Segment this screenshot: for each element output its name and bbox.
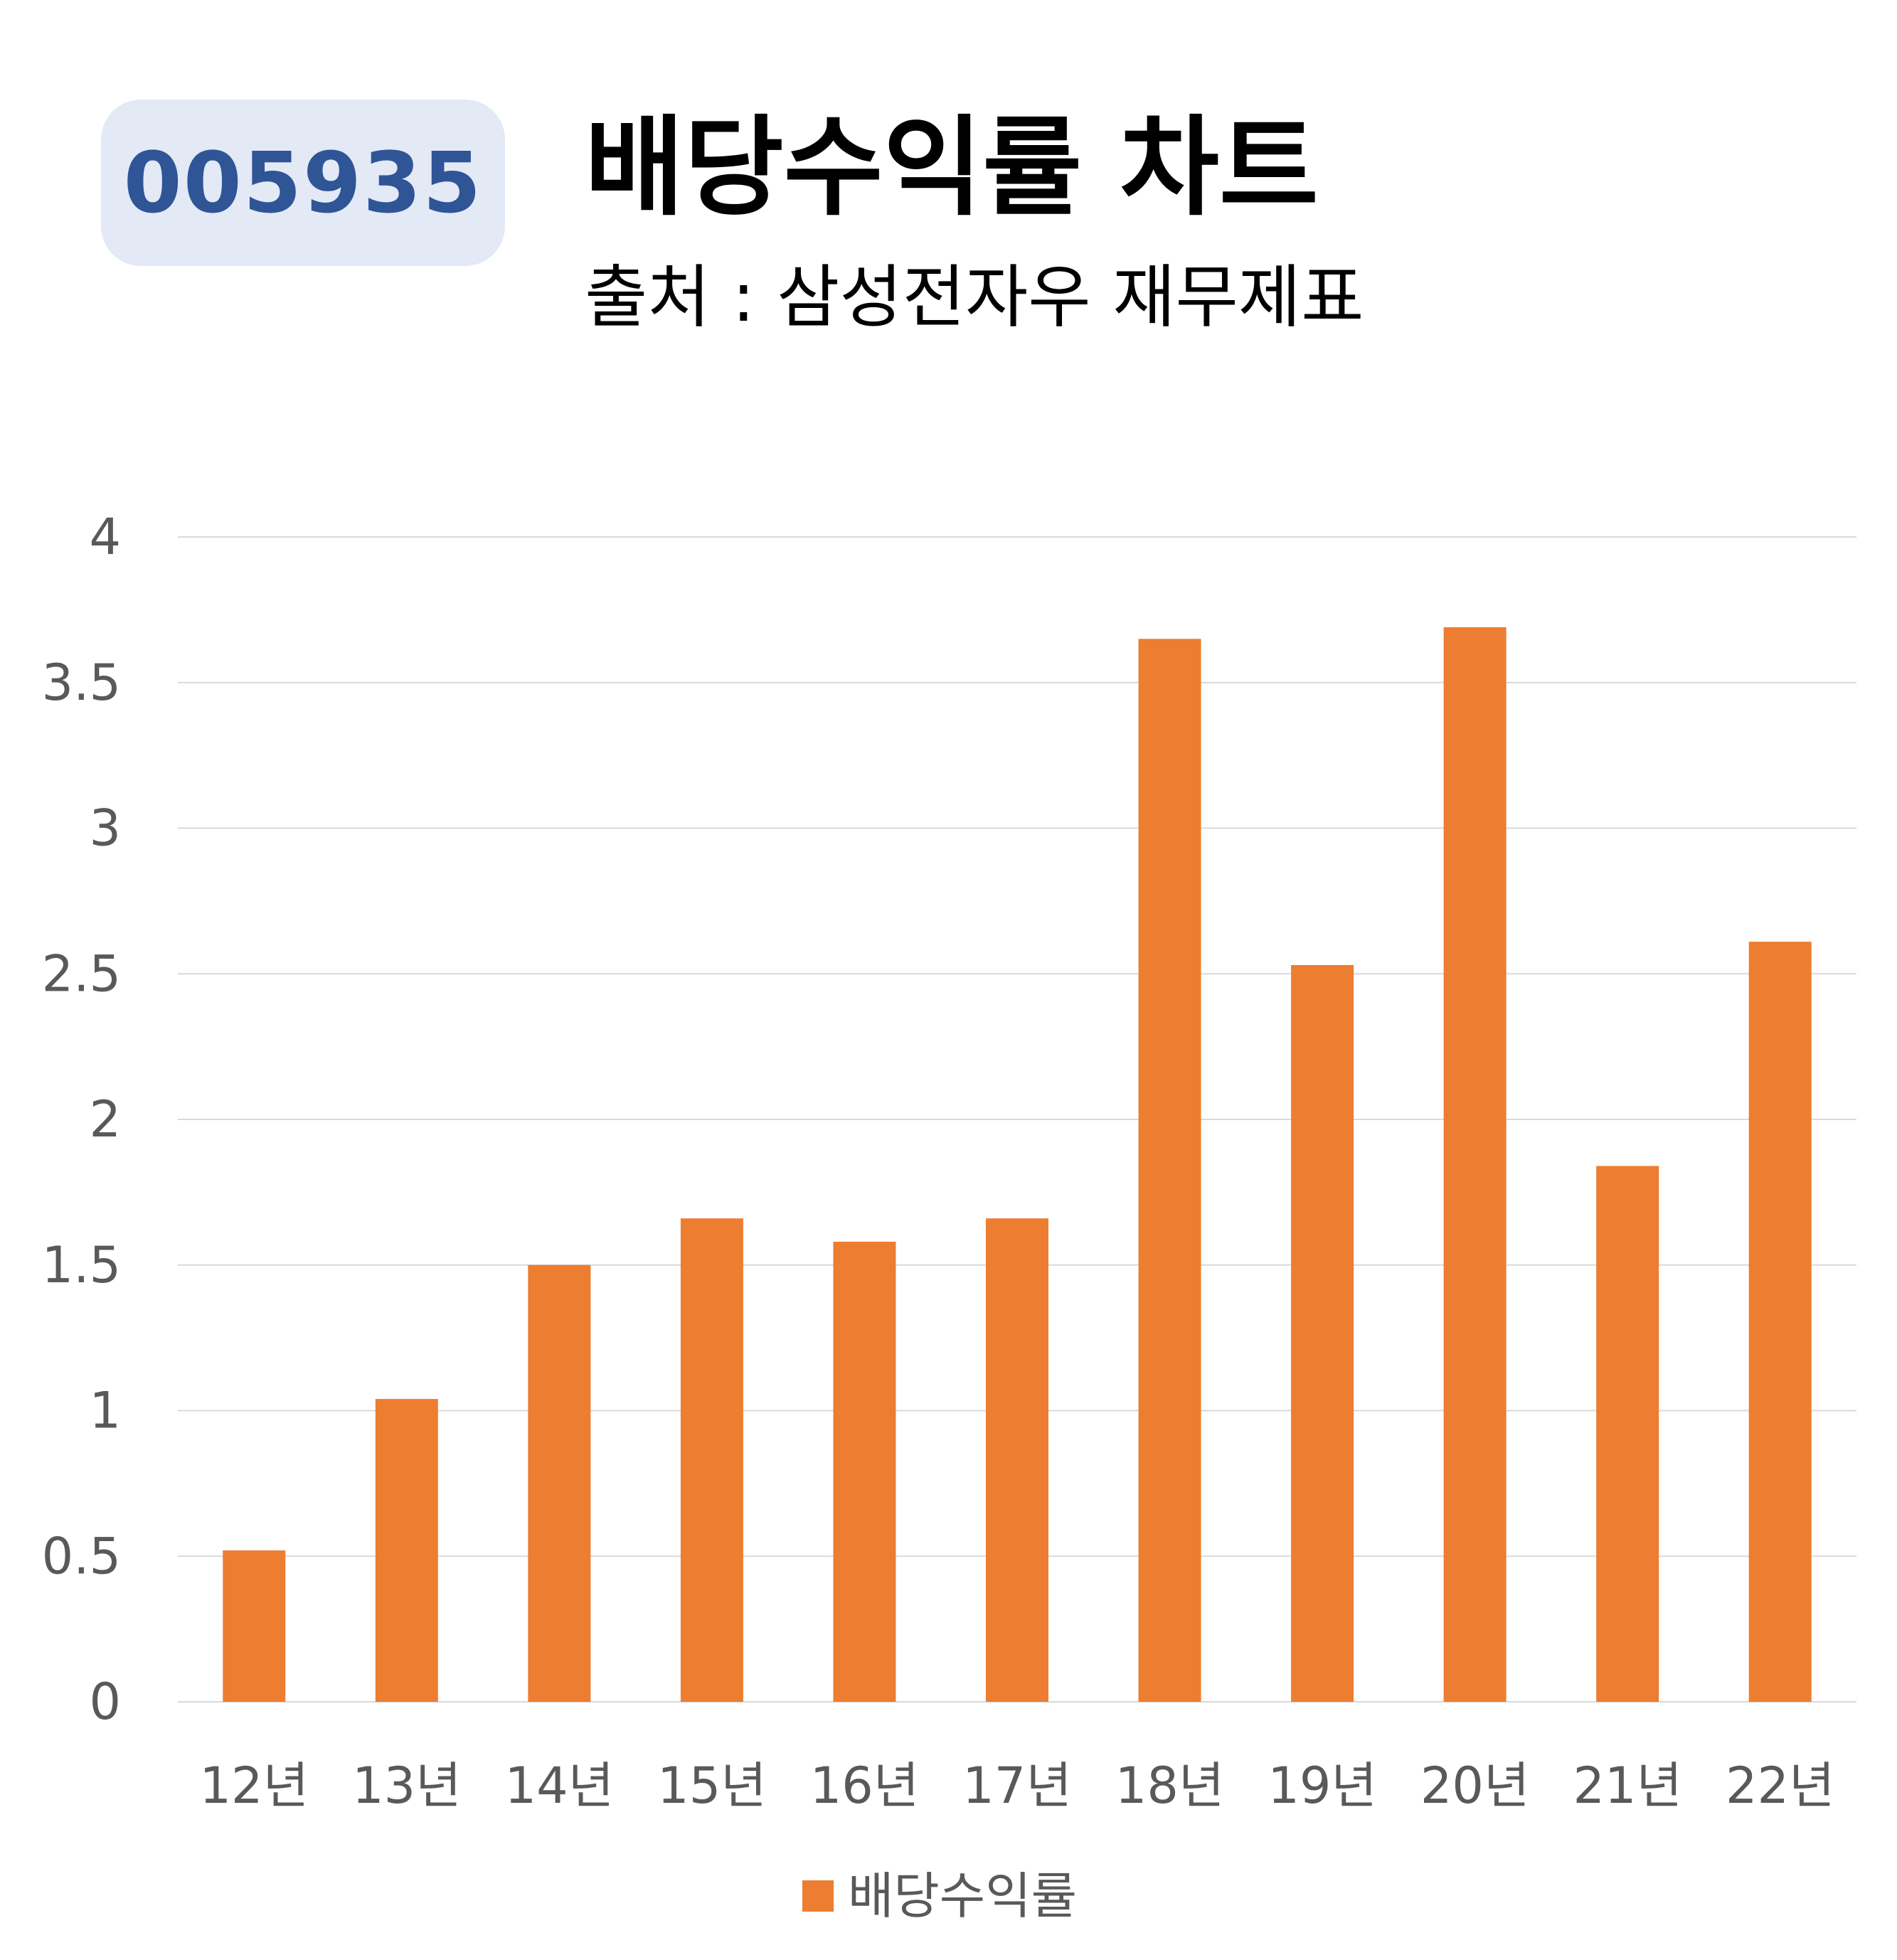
y-tick-label: 1.5 xyxy=(42,1236,121,1294)
chart-subtitle: 출처 : 삼성전자우 재무제표 xyxy=(585,257,1364,337)
x-tick-label: 17년 xyxy=(962,1757,1071,1815)
y-tick-label: 1 xyxy=(89,1382,121,1440)
bar xyxy=(833,1241,896,1702)
chart-title: 배당수익률 차트 xyxy=(585,105,1319,230)
x-tick-label: 22년 xyxy=(1726,1757,1834,1815)
ticker-code: 005935 xyxy=(123,134,483,232)
y-tick-label: 3.5 xyxy=(42,654,121,712)
bar xyxy=(680,1218,743,1702)
y-axis-tick-labels: 0 0.5 1 1.5 2 2.5 3 3.5 4 xyxy=(42,508,121,1731)
x-tick-label: 18년 xyxy=(1115,1757,1224,1815)
bar xyxy=(986,1218,1048,1702)
x-tick-label: 19년 xyxy=(1268,1757,1376,1815)
bar xyxy=(1291,964,1354,1702)
x-tick-label: 13년 xyxy=(352,1757,461,1815)
x-tick-label: 20년 xyxy=(1420,1757,1529,1815)
x-tick-label: 12년 xyxy=(200,1757,309,1815)
bar xyxy=(375,1399,438,1702)
x-tick-label: 14년 xyxy=(505,1757,614,1815)
bar xyxy=(1748,942,1812,1702)
bar xyxy=(1138,639,1201,1703)
y-tick-label: 2.5 xyxy=(42,944,121,1003)
x-tick-label: 21년 xyxy=(1573,1757,1681,1815)
bar xyxy=(223,1550,286,1702)
y-tick-label: 3 xyxy=(89,799,121,858)
bar xyxy=(1596,1166,1659,1702)
legend-swatch xyxy=(802,1880,834,1912)
x-axis-tick-labels: 12년 13년 14년 15년 16년 17년 18년 19년 20년 21년 22년 xyxy=(200,1757,1835,1815)
y-tick-label: 4 xyxy=(89,508,121,566)
bar xyxy=(528,1264,591,1702)
legend: 배당수익률 xyxy=(802,1867,1077,1925)
x-tick-label: 15년 xyxy=(657,1757,766,1815)
y-tick-label: 2 xyxy=(89,1090,121,1149)
bar xyxy=(1443,627,1507,1702)
bars xyxy=(223,627,1812,1703)
ticker-badge: 005935 xyxy=(101,100,505,266)
x-tick-label: 16년 xyxy=(810,1757,919,1815)
y-tick-label: 0 xyxy=(89,1673,121,1731)
legend-label: 배당수익률 xyxy=(848,1867,1077,1925)
y-tick-label: 0.5 xyxy=(42,1527,121,1585)
